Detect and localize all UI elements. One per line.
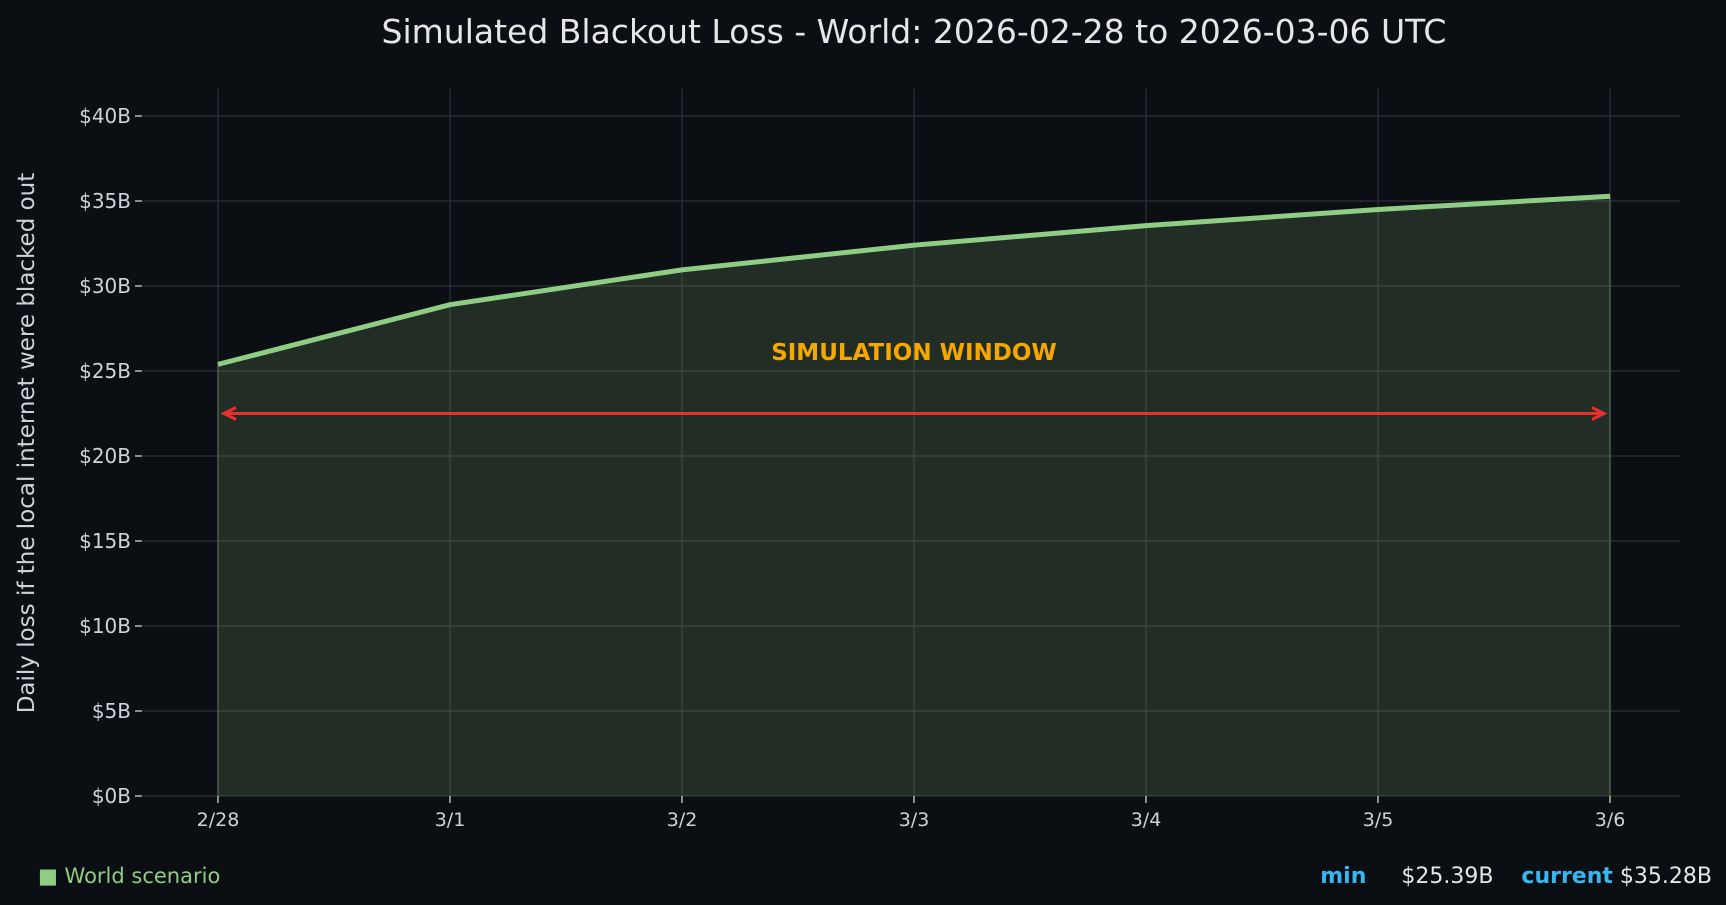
legend-square-icon: ■: [38, 864, 58, 888]
y-tick-label: $15B: [79, 529, 131, 553]
y-tick-label: $40B: [79, 104, 131, 128]
x-tick-label: 3/3: [899, 809, 930, 831]
x-tick-label: 3/6: [1595, 809, 1626, 831]
current-value: $35.28B: [1619, 864, 1712, 889]
y-tick-label: $20B: [79, 444, 131, 468]
x-tick-label: 3/5: [1363, 809, 1394, 831]
arrow-head-left-icon: [220, 406, 237, 421]
annotation-text: SIMULATION WINDOW: [771, 340, 1057, 366]
min-value: $25.39B: [1401, 864, 1494, 889]
y-tick-label: $25B: [79, 359, 131, 383]
x-tick-label: 2/28: [197, 809, 240, 831]
x-tick-label: 3/4: [1131, 809, 1162, 831]
stats: min $25.39B current $35.28B: [1320, 864, 1712, 889]
min-label: min: [1320, 864, 1367, 889]
arrow-head-right-icon: [1591, 406, 1608, 421]
current-label: current: [1521, 864, 1613, 889]
y-tick-label: $10B: [79, 614, 131, 638]
x-tick-label: 3/2: [667, 809, 698, 831]
y-tick-label: $5B: [92, 699, 131, 723]
y-tick-label: $30B: [79, 274, 131, 298]
legend-label: World scenario: [64, 864, 221, 888]
y-tick-label: $35B: [79, 189, 131, 213]
y-tick-label: $0B: [92, 784, 131, 808]
area-fill: [218, 196, 1610, 797]
legend: ■ World scenario: [38, 864, 220, 888]
chart-title: Simulated Blackout Loss - World: 2026-02…: [382, 12, 1447, 51]
x-tick-label: 3/1: [435, 809, 466, 831]
y-axis-label: Daily loss if the local internet were bl…: [14, 173, 40, 714]
